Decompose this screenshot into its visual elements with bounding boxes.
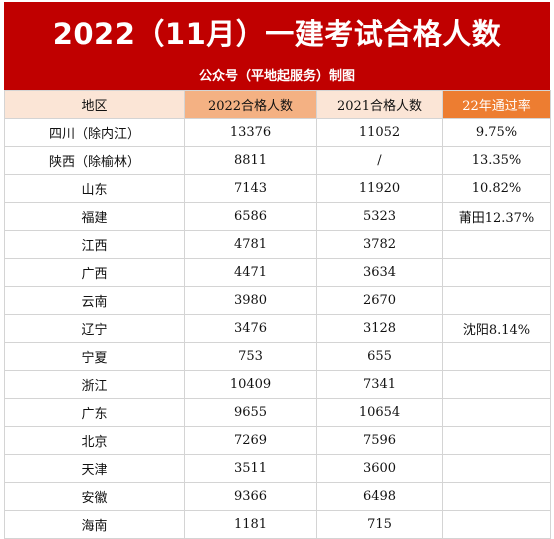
cell-2021-count: 3600 [316, 454, 443, 483]
cell-region: 广西 [4, 258, 185, 287]
header-row: 地区 2022合格人数 2021合格人数 22年通过率 [4, 90, 551, 119]
title-banner: 2022（11月）一建考试合格人数 公众号（平地起服务）制图 [4, 2, 550, 90]
cell-2021-count: / [316, 146, 443, 175]
cell-region: 广东 [4, 398, 185, 427]
table-row: 陕西（除榆林） 8811/13.35% [4, 146, 551, 175]
column-header-2022-count: 2022合格人数 [184, 90, 317, 119]
cell-region: 北京 [4, 426, 185, 455]
table-row: 安徽 9366 6498 [4, 482, 551, 511]
cell-pass-rate [442, 426, 551, 455]
cell-2022-count: 753 [184, 342, 317, 371]
table-body: 四川（除内江） 13376 11052 9.75% 陕西（除榆林） 8811/13.35%… [4, 118, 551, 539]
cell-region: 浙江 [4, 370, 185, 399]
cell-2021-count: 3128 [316, 314, 443, 343]
cell-2021-count: 7596 [316, 426, 443, 455]
cell-region: 江西 [4, 230, 185, 259]
cell-2021-count: 3634 [316, 258, 443, 287]
table-row: 山东 7143 11920 10.82% [4, 174, 551, 203]
table-row: 辽宁 3476 3128 沈阳8.14% [4, 314, 551, 343]
table-row: 广东 9655 10654 [4, 398, 551, 427]
cell-pass-rate: 13.35% [442, 146, 551, 175]
cell-2022-count: 6586 [184, 202, 317, 231]
cell-2022-count: 3476 [184, 314, 317, 343]
cell-region: 四川（除内江） [4, 118, 185, 147]
cell-pass-rate [442, 398, 551, 427]
table-row: 浙江 10409 7341 [4, 370, 551, 399]
column-header-pass-rate: 22年通过率 [442, 90, 551, 119]
cell-2021-count: 2670 [316, 286, 443, 315]
cell-2021-count: 11052 [316, 118, 443, 147]
cell-pass-rate [442, 510, 551, 539]
cell-pass-rate: 莆田12.37% [442, 202, 551, 231]
cell-2022-count: 3980 [184, 286, 317, 315]
table-row: 云南 3980 2670 [4, 286, 551, 315]
cell-2022-count: 9655 [184, 398, 317, 427]
cell-region: 安徽 [4, 482, 185, 511]
cell-pass-rate: 9.75% [442, 118, 551, 147]
cell-2021-count: 3782 [316, 230, 443, 259]
cell-pass-rate: 10.82% [442, 174, 551, 203]
cell-2021-count: 10654 [316, 398, 443, 427]
table-row: 海南 1181 715 [4, 510, 551, 539]
cell-region: 陕西（除榆林） [4, 146, 185, 175]
cell-2021-count: 715 [316, 510, 443, 539]
cell-pass-rate [442, 230, 551, 259]
cell-region: 辽宁 [4, 314, 185, 343]
table-row: 广西 4471 3634 [4, 258, 551, 287]
cell-pass-rate [442, 342, 551, 371]
cell-2021-count: 7341 [316, 370, 443, 399]
cell-pass-rate: 沈阳8.14% [442, 314, 551, 343]
source-credit: 公众号（平地起服务）制图 [198, 69, 355, 84]
table-row: 江西 4781 3782 [4, 230, 551, 259]
table-row: 北京 7269 7596 [4, 426, 551, 455]
cell-2021-count: 655 [316, 342, 443, 371]
table-row: 宁夏 753 655 [4, 342, 551, 371]
cell-region: 山东 [4, 174, 185, 203]
cell-2022-count: 9366 [184, 482, 317, 511]
cell-pass-rate [442, 482, 551, 511]
column-header-region: 地区 [4, 90, 185, 119]
cell-2022-count: 4781 [184, 230, 317, 259]
page-title: 2022（11月）一建考试合格人数 [52, 17, 502, 51]
column-header-2021-count: 2021合格人数 [316, 90, 443, 119]
cell-2022-count: 8811 [184, 146, 317, 175]
table-row: 四川（除内江） 13376 11052 9.75% [4, 118, 551, 147]
cell-2022-count: 4471 [184, 258, 317, 287]
cell-2021-count: 5323 [316, 202, 443, 231]
table-row: 天津 3511 3600 [4, 454, 551, 483]
cell-pass-rate [442, 286, 551, 315]
cell-2021-count: 6498 [316, 482, 443, 511]
cell-2021-count: 11920 [316, 174, 443, 203]
cell-region: 海南 [4, 510, 185, 539]
cell-region: 天津 [4, 454, 185, 483]
cell-region: 云南 [4, 286, 185, 315]
cell-2022-count: 3511 [184, 454, 317, 483]
cell-2022-count: 1181 [184, 510, 317, 539]
cell-2022-count: 7143 [184, 174, 317, 203]
cell-region: 福建 [4, 202, 185, 231]
cell-pass-rate [442, 454, 551, 483]
cell-pass-rate [442, 258, 551, 287]
cell-2022-count: 10409 [184, 370, 317, 399]
cell-2022-count: 13376 [184, 118, 317, 147]
cell-pass-rate [442, 370, 551, 399]
cell-region: 宁夏 [4, 342, 185, 371]
cell-2022-count: 7269 [184, 426, 317, 455]
table-row: 福建 6586 5323 莆田12.37% [4, 202, 551, 231]
pass-count-table: 地区 2022合格人数 2021合格人数 22年通过率 四川（除内江） 13376… [4, 90, 551, 539]
